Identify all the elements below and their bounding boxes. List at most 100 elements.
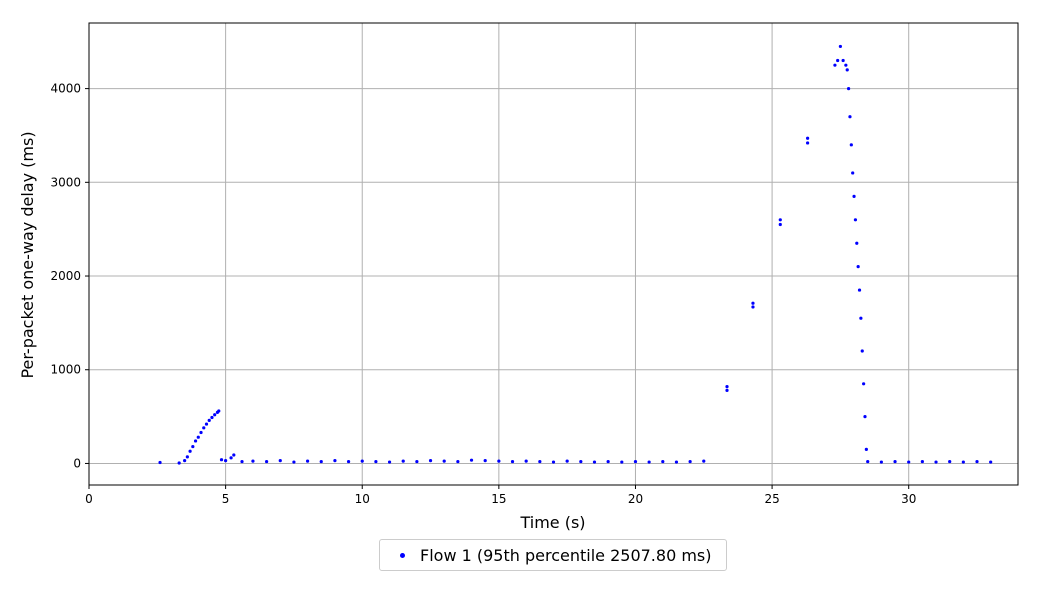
data-point: [319, 459, 323, 464]
data-point: [305, 459, 310, 463]
y-tick-label: 4000: [50, 82, 81, 96]
data-point: [751, 301, 755, 305]
data-point: [251, 459, 255, 463]
data-point: [188, 449, 192, 453]
y-tick-label: 3000: [50, 175, 81, 189]
legend: Flow 1 (95th percentile 2507.80 ms): [379, 539, 727, 571]
data-point: [229, 456, 233, 460]
data-point: [360, 459, 364, 463]
data-point: [863, 414, 867, 419]
data-point: [702, 459, 706, 463]
data-point: [961, 460, 965, 464]
data-point: [846, 86, 851, 91]
data-point: [852, 194, 856, 198]
data-point: [975, 459, 979, 464]
data-point: [374, 459, 378, 464]
data-point: [469, 458, 474, 462]
data-point: [661, 459, 665, 464]
data-point: [551, 460, 556, 464]
data-point: [859, 316, 863, 320]
x-tick-label: 5: [222, 492, 230, 506]
data-point: [833, 63, 837, 67]
data-point: [606, 459, 610, 464]
data-points: [158, 44, 993, 465]
data-point: [579, 459, 583, 464]
data-point: [442, 459, 446, 463]
data-point: [207, 418, 211, 422]
data-point: [278, 459, 282, 463]
data-point: [866, 459, 870, 464]
x-tick-label: 25: [764, 492, 779, 506]
y-tick-label: 1000: [50, 363, 81, 377]
data-point: [202, 426, 206, 430]
axis-ticks: 0 5 10 15 20 25 30 0 1000 2000 3000 4000: [50, 82, 916, 506]
data-point: [240, 459, 244, 464]
data-point: [857, 288, 862, 292]
data-point: [893, 459, 897, 464]
x-tick-label: 20: [628, 492, 643, 506]
data-point: [989, 460, 993, 464]
y-tick-label: 0: [73, 456, 81, 470]
data-point: [848, 115, 852, 119]
data-point: [647, 460, 651, 464]
data-point: [346, 459, 351, 464]
data-point: [806, 136, 810, 140]
data-point: [199, 430, 203, 435]
grid-lines: [88, 23, 1018, 485]
data-point: [856, 265, 860, 269]
data-point: [592, 460, 597, 464]
data-point: [841, 58, 845, 63]
data-point: [219, 458, 224, 462]
data-point: [333, 459, 337, 463]
data-point: [879, 460, 883, 464]
x-tick-label: 0: [85, 492, 93, 506]
data-point: [934, 460, 938, 464]
data-point: [483, 459, 487, 463]
y-tick-label: 2000: [50, 269, 81, 283]
data-point: [265, 459, 269, 464]
data-point: [778, 218, 782, 222]
data-point: [510, 459, 515, 464]
data-point: [401, 459, 405, 463]
data-point: [210, 415, 214, 420]
data-point: [862, 382, 866, 386]
data-point: [428, 459, 433, 463]
data-point: [836, 58, 840, 63]
data-point: [725, 388, 729, 392]
data-point: [387, 460, 392, 464]
legend-marker-icon: [400, 552, 405, 558]
data-point: [524, 459, 528, 463]
data-point: [778, 222, 782, 227]
data-point: [177, 461, 181, 465]
x-tick-label: 10: [355, 492, 370, 506]
data-point: [853, 218, 858, 222]
data-point: [849, 143, 853, 147]
x-tick-label: 30: [901, 492, 916, 506]
data-point: [497, 459, 501, 463]
data-point: [191, 444, 195, 449]
data-point: [725, 385, 729, 389]
data-point: [224, 459, 228, 463]
data-point: [185, 455, 189, 459]
data-point: [158, 460, 162, 465]
data-point: [688, 459, 692, 464]
y-axis-label: Per-packet one-way delay (ms): [18, 131, 37, 378]
plot-frame: [88, 22, 1019, 486]
data-point: [204, 422, 209, 426]
data-point: [844, 63, 848, 67]
data-point: [851, 171, 855, 175]
data-point: [232, 453, 236, 457]
data-point: [193, 439, 198, 443]
data-point: [751, 305, 755, 309]
data-point: [948, 459, 952, 464]
data-point: [415, 459, 419, 464]
data-point: [806, 141, 810, 145]
data-point: [920, 459, 924, 464]
data-point: [456, 459, 460, 464]
data-point: [838, 44, 842, 49]
data-point: [538, 459, 542, 464]
data-point: [845, 68, 849, 72]
data-point: [213, 413, 217, 417]
data-point: [217, 409, 221, 413]
